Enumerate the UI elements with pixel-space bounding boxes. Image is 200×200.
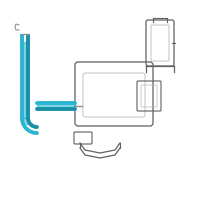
Polygon shape [22,118,28,124]
Bar [72,75,79,93]
Bar [19,97,32,103]
Bar [19,57,32,63]
Bar [74,77,78,91]
Bar [150,75,157,93]
Bar [19,77,32,83]
